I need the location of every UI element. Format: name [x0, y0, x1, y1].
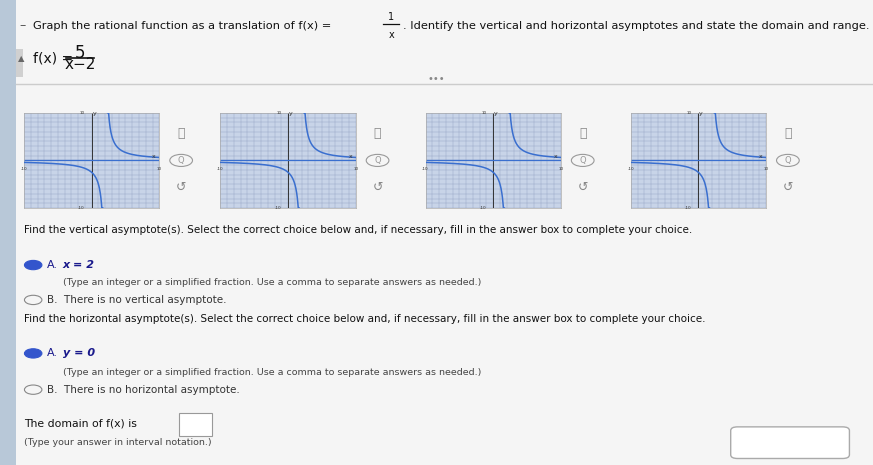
Bar: [16, 49, 23, 77]
Text: 10: 10: [559, 166, 563, 171]
Text: -10: -10: [480, 206, 486, 210]
Text: Find the vertical asymptote(s). Select the correct choice below and, if necessar: Find the vertical asymptote(s). Select t…: [24, 225, 692, 235]
Circle shape: [24, 349, 42, 358]
Text: -10: -10: [79, 206, 85, 210]
Text: . Identify the vertical and horizontal asymptotes and state the domain and range: . Identify the vertical and horizontal a…: [403, 20, 870, 31]
Text: (Type an integer or a simplified fraction. Use a comma to separate answers as ne: (Type an integer or a simplified fractio…: [63, 278, 481, 287]
Text: x−2: x−2: [65, 57, 96, 72]
Text: ↺: ↺: [782, 180, 794, 193]
Text: f(x) =: f(x) =: [33, 51, 78, 65]
Text: x: x: [388, 30, 394, 40]
Text: ▲: ▲: [18, 53, 24, 63]
Text: Q: Q: [785, 156, 791, 165]
Text: 10: 10: [354, 166, 358, 171]
Text: –: –: [19, 19, 25, 32]
Text: (Type your answer in interval notation.): (Type your answer in interval notation.): [24, 438, 212, 447]
Text: A.: A.: [47, 260, 58, 270]
Bar: [179, 413, 212, 436]
Text: ↺: ↺: [372, 180, 383, 193]
Text: B.  There is no vertical asymptote.: B. There is no vertical asymptote.: [47, 295, 227, 305]
FancyBboxPatch shape: [731, 427, 849, 458]
Text: -10: -10: [275, 206, 281, 210]
Text: y: y: [699, 111, 703, 116]
Text: (Type an integer or a simplified fraction. Use a comma to separate answers as ne: (Type an integer or a simplified fractio…: [63, 367, 481, 377]
Text: 10: 10: [481, 111, 486, 115]
Text: x: x: [152, 153, 155, 159]
Text: x = 2: x = 2: [63, 260, 95, 270]
Text: ⌕: ⌕: [784, 127, 792, 140]
Text: ✓: ✓: [30, 260, 37, 270]
Text: ↺: ↺: [577, 180, 588, 193]
Text: -10: -10: [217, 166, 223, 171]
Text: A.: A.: [47, 348, 58, 359]
Text: •••: •••: [428, 74, 445, 84]
Text: The domain of f(x) is: The domain of f(x) is: [24, 418, 137, 428]
Text: Q: Q: [178, 156, 184, 165]
Text: Q: Q: [375, 156, 381, 165]
Text: ⌕: ⌕: [579, 127, 587, 140]
Text: 10: 10: [686, 111, 691, 115]
Text: Clear all: Clear all: [767, 438, 813, 448]
Text: 5: 5: [75, 44, 86, 61]
Text: y: y: [494, 111, 498, 116]
Text: ⌕: ⌕: [177, 127, 185, 140]
Text: Graph the rational function as a translation of f(x) =: Graph the rational function as a transla…: [33, 20, 335, 31]
Text: y = 0: y = 0: [63, 348, 95, 359]
Text: 10: 10: [276, 111, 281, 115]
Text: ✓: ✓: [30, 349, 37, 358]
Text: y: y: [93, 111, 96, 116]
Text: Find the horizontal asymptote(s). Select the correct choice below and, if necess: Find the horizontal asymptote(s). Select…: [24, 313, 706, 324]
Bar: [0, 0, 16, 465]
Text: x: x: [759, 153, 762, 159]
Text: x: x: [348, 153, 352, 159]
Text: 10: 10: [157, 166, 162, 171]
Text: ⌕: ⌕: [374, 127, 382, 140]
Text: B.  There is no horizontal asymptote.: B. There is no horizontal asymptote.: [47, 385, 240, 395]
Text: 1: 1: [388, 12, 395, 22]
Text: -10: -10: [21, 166, 27, 171]
Text: x: x: [553, 153, 557, 159]
Text: -10: -10: [423, 166, 429, 171]
Circle shape: [24, 260, 42, 270]
Text: y: y: [289, 111, 292, 116]
Text: Q: Q: [580, 156, 586, 165]
Text: -10: -10: [628, 166, 634, 171]
Text: -10: -10: [685, 206, 691, 210]
Text: ↺: ↺: [175, 180, 187, 193]
Text: 10: 10: [764, 166, 768, 171]
Text: 10: 10: [79, 111, 85, 115]
